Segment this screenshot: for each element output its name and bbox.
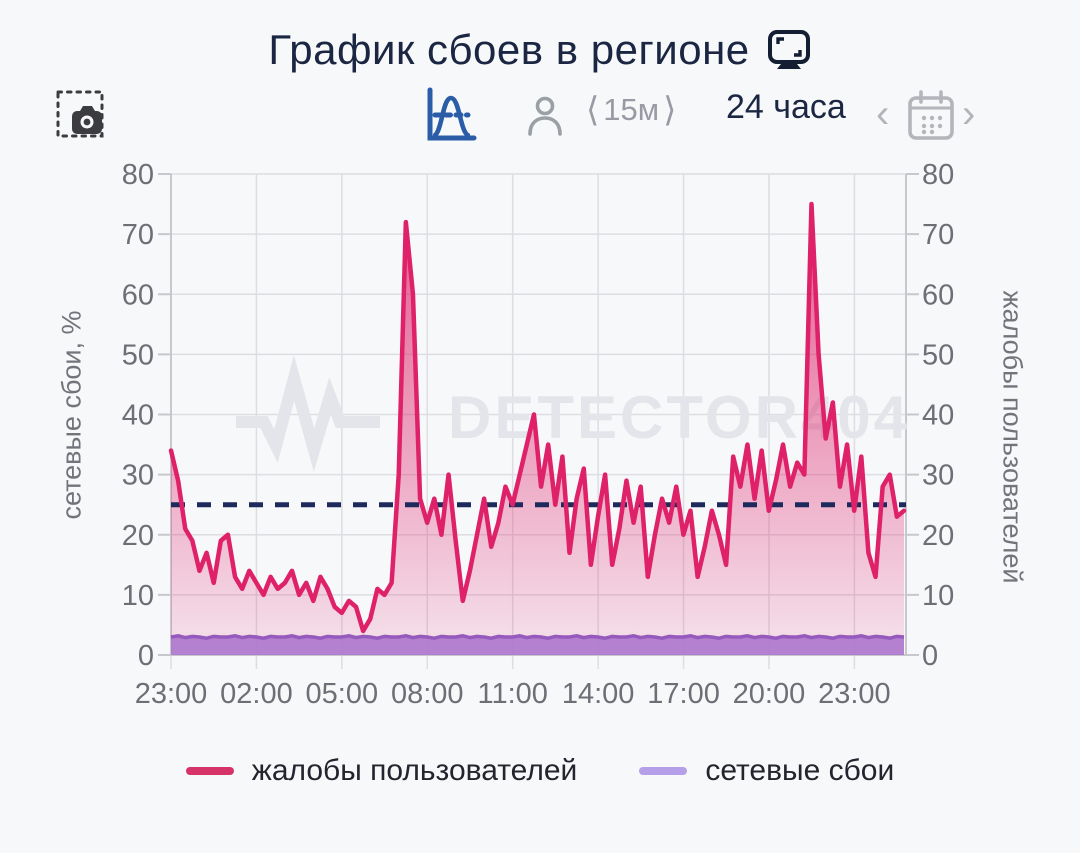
network-swatch — [639, 767, 688, 775]
svg-text:70: 70 — [122, 219, 154, 251]
svg-text:10: 10 — [922, 580, 954, 612]
svg-text:17:00: 17:00 — [647, 678, 720, 710]
camera-screenshot-icon — [72, 106, 102, 134]
svg-text:0: 0 — [922, 640, 938, 672]
svg-text:0: 0 — [138, 640, 154, 672]
complaints-swatch — [185, 767, 234, 775]
calendar-button[interactable] — [904, 88, 958, 144]
calendar-icon — [908, 90, 954, 140]
bell-curve-chart-icon — [427, 87, 477, 141]
svg-text:30: 30 — [922, 460, 954, 492]
svg-text:80: 80 — [922, 160, 954, 191]
page-title: График сбоев в регионе — [268, 26, 750, 73]
svg-text:60: 60 — [922, 279, 954, 311]
monitor-icon — [766, 27, 812, 73]
interval-stepper[interactable]: ⟨ 15м ⟩ — [586, 90, 676, 130]
screenshot-button[interactable] — [54, 88, 108, 142]
svg-text:20: 20 — [922, 520, 954, 552]
svg-text:70: 70 — [922, 219, 954, 251]
legend-label-network: сетевые сбои — [705, 754, 895, 787]
legend-item-complaints[interactable]: жалобы пользователей — [185, 754, 578, 788]
svg-text:10: 10 — [122, 580, 154, 612]
svg-text:80: 80 — [122, 160, 154, 191]
interval-value: 15м — [603, 92, 660, 127]
svg-text:20:00: 20:00 — [733, 678, 806, 710]
time-range-label[interactable]: 24 часа — [726, 88, 846, 126]
chart-area: DETECTOR404 0 0 10 10 20 20 30 30 40 40 50 50 60 60 70 7… — [0, 159, 1080, 738]
y-axis-title-left: сетевые сбои, % — [56, 310, 87, 520]
legend-label-complaints: жалобы пользователей — [251, 754, 578, 787]
svg-text:23:00: 23:00 — [818, 678, 891, 710]
svg-text:14:00: 14:00 — [562, 678, 635, 710]
svg-text:08:00: 08:00 — [391, 678, 464, 710]
chart-canvas[interactable]: DETECTOR404 0 0 10 10 20 20 30 30 40 40 50 50 60 60 70 7… — [0, 159, 1080, 738]
distribution-view-button[interactable] — [422, 84, 478, 144]
interval-next-button[interactable]: ⟩ — [663, 91, 677, 129]
svg-text:40: 40 — [922, 400, 954, 432]
svg-text:20: 20 — [122, 520, 154, 552]
svg-text:05:00: 05:00 — [306, 678, 379, 710]
axis-tick-labels: 0 0 10 10 20 20 30 30 40 40 50 50 60 60 70 70 80 80 23:00 0… — [122, 159, 955, 710]
svg-text:23:00: 23:00 — [135, 678, 208, 710]
svg-text:50: 50 — [122, 339, 154, 371]
chart-legend: жалобы пользователей сетевые сбои — [0, 746, 1080, 796]
chart-toolbar: ⟨ 15м ⟩ 24 часа ‹ › — [0, 80, 1080, 160]
svg-text:DETECTOR404: DETECTOR404 — [448, 384, 910, 451]
complaints-line — [168, 201, 907, 634]
person-icon — [528, 96, 562, 136]
y-axis-title-right: жалобы пользователей — [997, 290, 1028, 584]
svg-text:60: 60 — [122, 279, 154, 311]
svg-text:02:00: 02:00 — [220, 678, 293, 710]
svg-text:50: 50 — [922, 339, 954, 371]
page-header: График сбоев в регионе — [0, 20, 1080, 80]
svg-text:40: 40 — [122, 400, 154, 432]
svg-text:30: 30 — [122, 460, 154, 492]
date-prev-button[interactable]: ‹ — [876, 92, 890, 136]
legend-item-network[interactable]: сетевые сбои — [639, 754, 894, 788]
user-filter-button[interactable] — [522, 92, 568, 138]
date-next-button[interactable]: › — [962, 92, 976, 136]
interval-prev-button[interactable]: ⟨ — [586, 91, 600, 129]
svg-text:11:00: 11:00 — [477, 678, 547, 710]
